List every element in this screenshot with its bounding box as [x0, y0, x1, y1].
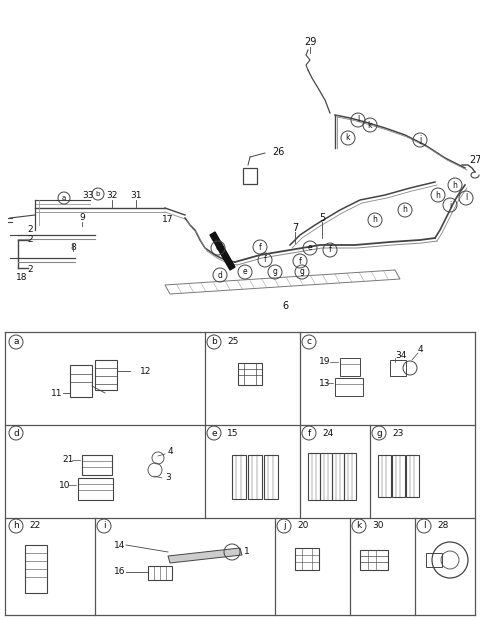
Text: 34: 34 — [395, 350, 407, 360]
Text: i: i — [103, 521, 105, 531]
Bar — [232, 455, 246, 499]
Text: b: b — [96, 191, 100, 197]
Text: b: b — [211, 337, 217, 347]
Text: 4: 4 — [417, 345, 423, 355]
Bar — [344, 453, 356, 500]
Bar — [426, 553, 442, 567]
Text: c: c — [307, 337, 312, 347]
Text: 14: 14 — [114, 541, 125, 549]
Bar — [392, 455, 405, 497]
Text: 20: 20 — [297, 521, 309, 531]
Text: e: e — [308, 244, 312, 252]
Text: g: g — [300, 267, 304, 277]
Bar — [148, 566, 172, 580]
Bar — [243, 168, 257, 184]
Text: 29: 29 — [304, 37, 316, 47]
Text: 3: 3 — [165, 474, 171, 482]
Bar — [378, 455, 391, 497]
Text: h: h — [403, 205, 408, 215]
Text: i: i — [449, 200, 451, 210]
Text: 23: 23 — [392, 428, 404, 438]
Text: 24: 24 — [323, 428, 334, 438]
Text: 32: 32 — [106, 192, 118, 200]
Bar — [308, 453, 320, 500]
Text: 13: 13 — [319, 378, 330, 388]
Bar — [320, 453, 332, 500]
Text: 2: 2 — [27, 236, 33, 244]
Text: 2: 2 — [27, 226, 33, 234]
Bar — [238, 363, 262, 385]
Bar — [82, 455, 112, 475]
Text: c: c — [216, 244, 220, 252]
Text: d: d — [217, 270, 222, 280]
Text: 31: 31 — [130, 192, 142, 200]
Text: 7: 7 — [292, 223, 298, 233]
Text: 22: 22 — [29, 521, 41, 531]
Text: j: j — [419, 136, 421, 144]
Bar — [248, 455, 262, 499]
Text: 16: 16 — [114, 567, 125, 577]
Bar — [340, 358, 360, 376]
Text: e: e — [211, 428, 217, 438]
Text: h: h — [435, 190, 441, 200]
Polygon shape — [168, 548, 242, 563]
Polygon shape — [210, 232, 235, 270]
Bar — [360, 550, 388, 570]
Text: 12: 12 — [140, 366, 151, 376]
Text: 5: 5 — [319, 213, 325, 223]
Text: 8: 8 — [70, 244, 76, 252]
Bar — [332, 453, 344, 500]
Text: 10: 10 — [59, 480, 70, 490]
Text: h: h — [372, 216, 377, 224]
Bar — [70, 365, 92, 397]
Text: 30: 30 — [372, 521, 384, 531]
Bar — [295, 548, 319, 570]
Text: 6: 6 — [282, 301, 288, 311]
Bar — [264, 455, 278, 499]
Text: f: f — [307, 428, 311, 438]
Bar — [335, 378, 363, 396]
Text: 15: 15 — [227, 428, 239, 438]
Text: k: k — [356, 521, 361, 531]
Text: g: g — [376, 428, 382, 438]
Bar — [25, 545, 47, 593]
Text: 25: 25 — [228, 337, 239, 347]
Text: 27: 27 — [469, 155, 480, 165]
Text: 11: 11 — [50, 389, 62, 397]
Bar — [406, 455, 419, 497]
Text: a: a — [62, 195, 66, 201]
Text: 1: 1 — [244, 547, 250, 557]
Bar — [95, 360, 117, 390]
Bar — [78, 478, 113, 500]
Text: 21: 21 — [62, 456, 74, 464]
Text: f: f — [259, 242, 262, 252]
Text: h: h — [13, 521, 19, 531]
Text: f: f — [264, 255, 266, 265]
Text: h: h — [453, 180, 457, 190]
Text: l: l — [465, 193, 467, 203]
Text: 17: 17 — [162, 215, 174, 223]
Text: g: g — [273, 267, 277, 277]
Text: k: k — [368, 120, 372, 130]
Text: k: k — [346, 133, 350, 143]
Text: 28: 28 — [437, 521, 449, 531]
Bar — [390, 360, 406, 376]
Text: 4: 4 — [168, 448, 174, 456]
Text: f: f — [299, 257, 301, 265]
Text: 9: 9 — [79, 213, 85, 223]
Text: j: j — [283, 521, 285, 531]
Text: d: d — [13, 428, 19, 438]
Text: e: e — [243, 267, 247, 277]
Text: 18: 18 — [16, 273, 28, 281]
Text: 26: 26 — [272, 147, 284, 157]
Text: 33: 33 — [82, 192, 94, 200]
Text: l: l — [357, 115, 359, 125]
Text: 2: 2 — [27, 265, 33, 275]
Text: f: f — [329, 246, 331, 254]
Text: 19: 19 — [319, 358, 330, 366]
Text: a: a — [13, 337, 19, 347]
Text: l: l — [423, 521, 425, 531]
